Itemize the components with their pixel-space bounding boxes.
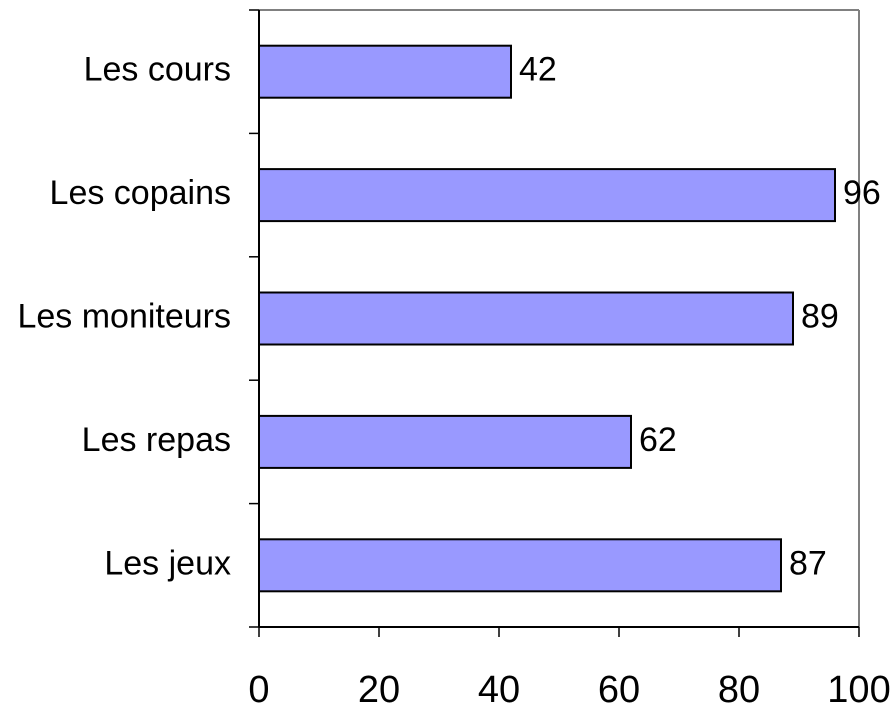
value-label: 89	[801, 297, 839, 335]
x-tick-label: 40	[478, 669, 520, 711]
x-tick-label: 80	[718, 669, 760, 711]
value-label: 87	[789, 544, 827, 582]
x-tick-label: 100	[827, 669, 890, 711]
y-tick-label: Les copains	[50, 174, 231, 212]
y-tick-label: Les cours	[84, 51, 231, 89]
x-tick-label: 60	[598, 669, 640, 711]
y-tick-label: Les moniteurs	[17, 297, 231, 335]
y-tick-label: Les repas	[82, 421, 231, 459]
bar	[258, 168, 836, 223]
bar	[258, 414, 632, 469]
value-label: 42	[519, 51, 557, 89]
bar	[258, 44, 512, 99]
bar	[258, 538, 782, 593]
x-tick-label: 0	[248, 669, 269, 711]
value-label: 62	[639, 421, 677, 459]
bar	[258, 291, 794, 346]
x-tick-label: 20	[358, 669, 400, 711]
value-label: 96	[843, 174, 881, 212]
y-tick-label: Les jeux	[104, 544, 231, 582]
